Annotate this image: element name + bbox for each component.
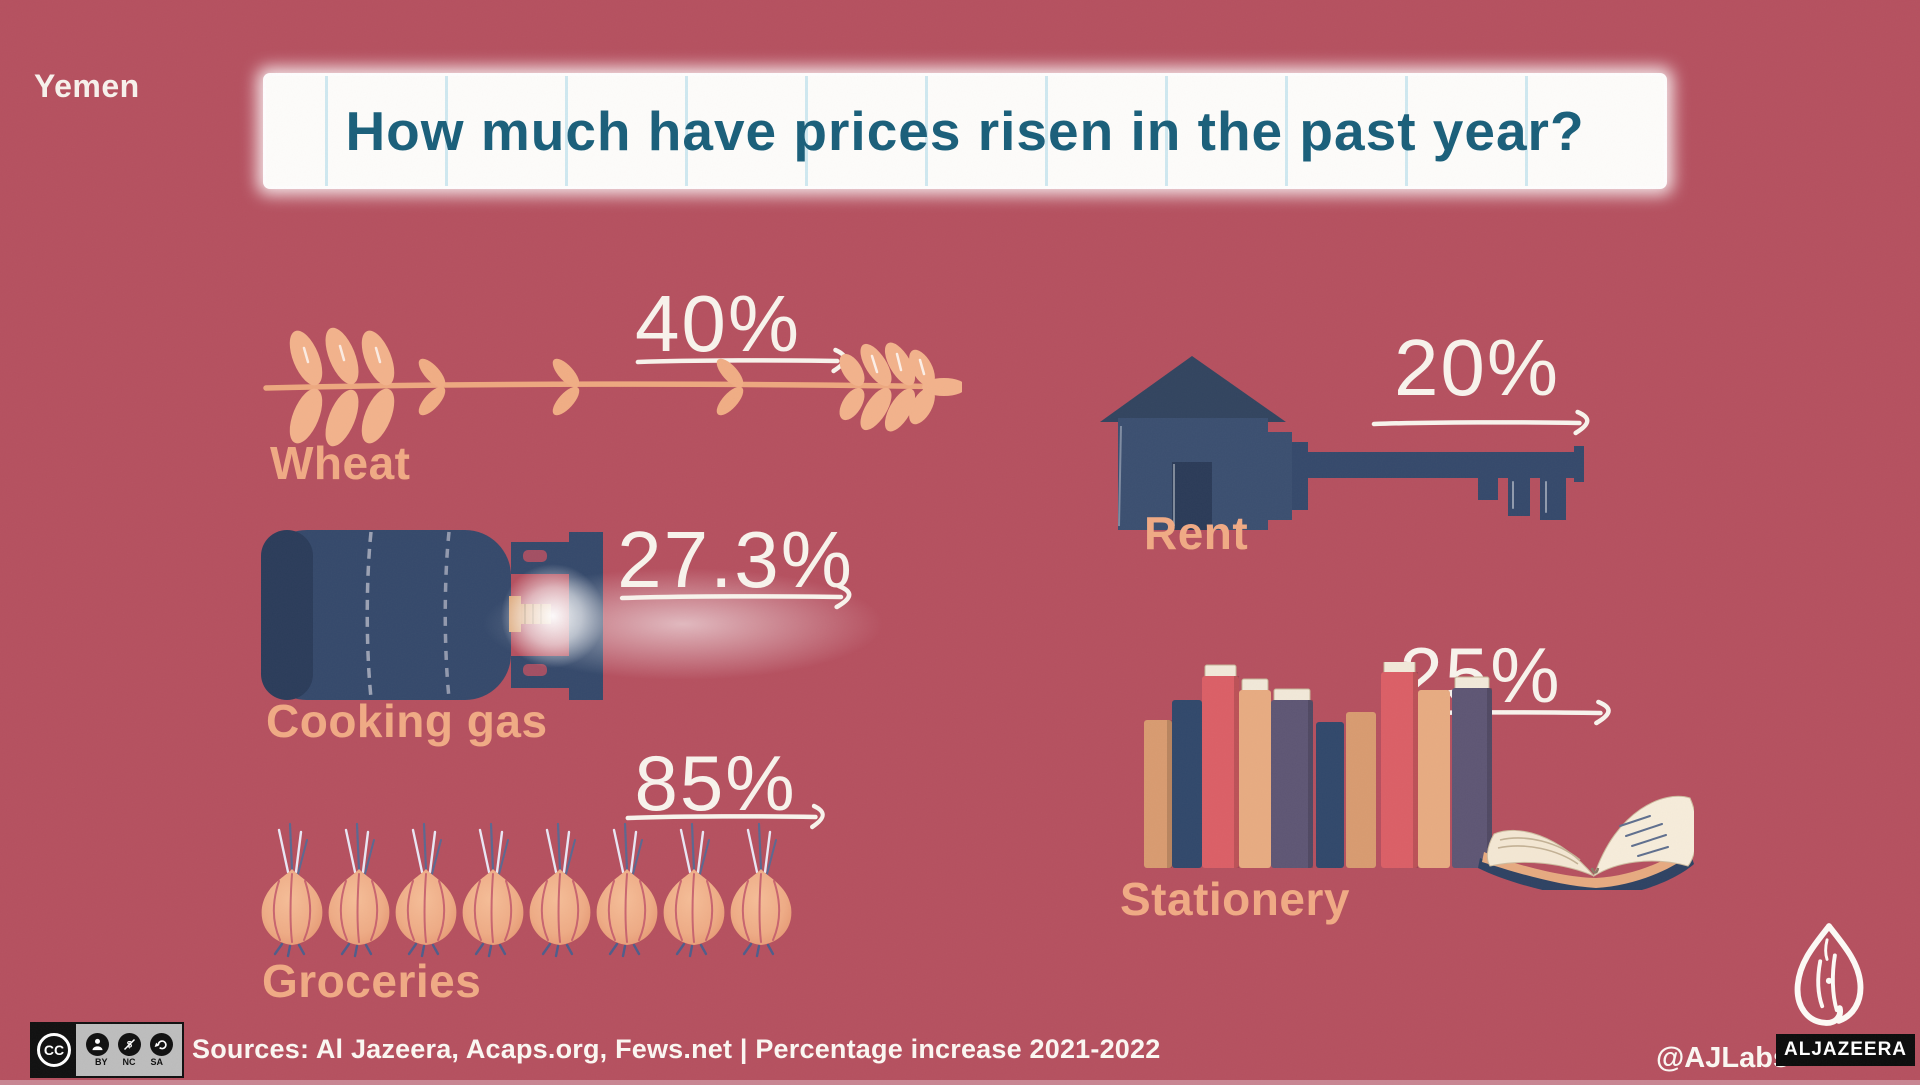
cc-by-label: BY [94, 1057, 108, 1067]
cc-logo: CC [32, 1024, 76, 1076]
cc-by-icon [85, 1033, 109, 1056]
books-icon [1144, 662, 1694, 890]
cc-nc-icon: $ [117, 1033, 141, 1056]
cc-sa-label: SA [150, 1057, 164, 1067]
ajlabs-handle: @AJLabs [1656, 1042, 1790, 1074]
increase-arrow-icon [619, 583, 852, 610]
cc-license-terms: $ BY NC SA [76, 1024, 182, 1076]
title-banner: How much have prices risen in the past y… [266, 76, 1664, 186]
aljazeera-wordmark: ALJAZEERA [1776, 1034, 1916, 1066]
sources-credit: Sources: Al Jazeera, Acaps.org, Fews.net… [192, 1034, 1161, 1064]
rent-label: Rent [1144, 507, 1249, 559]
cc-license-icon: CC $ BY NC SA [30, 1022, 184, 1078]
increase-arrow-icon [1371, 409, 1590, 436]
cc-circle: CC [37, 1033, 71, 1067]
stationery-label: Stationery [1120, 873, 1350, 925]
rent-value: 20% [1393, 323, 1561, 412]
bottom-edge-strip [0, 1080, 1920, 1085]
cc-sa-icon [149, 1033, 173, 1056]
groceries-label: Groceries [262, 955, 482, 1007]
page-title: How much have prices risen in the past y… [345, 100, 1585, 162]
onions-icon [260, 822, 793, 958]
wheat-label: Wheat [270, 437, 411, 489]
cc-nc-label: NC [122, 1057, 136, 1067]
country-label: Yemen [34, 68, 140, 104]
cooking-gas-label: Cooking gas [266, 695, 548, 747]
aljazeera-flame-logo-icon [1794, 923, 1864, 1026]
